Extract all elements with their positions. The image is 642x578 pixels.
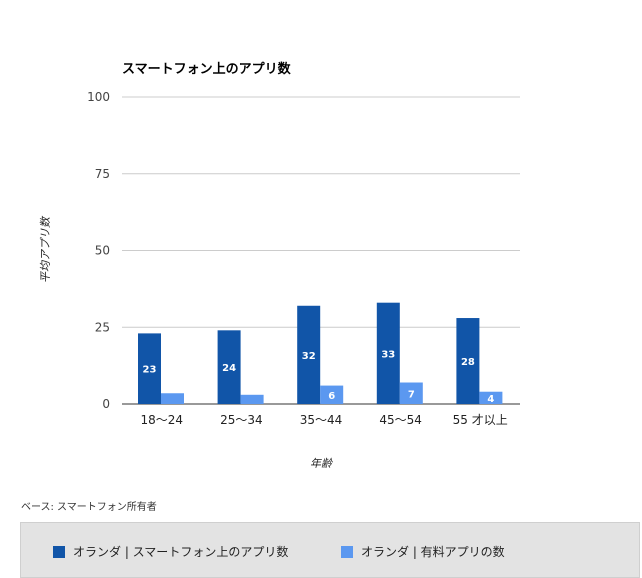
y-tick-label: 25 — [95, 320, 110, 334]
chart-area: スマートフォン上のアプリ数 0 25 50 75 100 23 18〜24 24 25〜34 32… — [39, 61, 520, 470]
x-tick-label: 55 才以上 — [453, 413, 508, 427]
data-label: 4 — [487, 394, 494, 405]
bar — [320, 385, 344, 404]
x-tick-label: 18〜24 — [141, 413, 184, 427]
data-label: 23 — [143, 365, 157, 376]
base-note: ベース: スマートフォン所有者 — [21, 502, 157, 513]
bar — [456, 318, 480, 404]
x-tick-label: 45〜54 — [379, 413, 422, 427]
bar — [376, 302, 400, 404]
data-label: 33 — [381, 349, 395, 360]
legend: オランダ | スマートフォン上のアプリ数 オランダ | 有料アプリの数 — [20, 522, 640, 578]
bar — [138, 333, 161, 404]
data-label: 32 — [302, 351, 316, 362]
legend-item-apps: オランダ | スマートフォン上のアプリ数 — [53, 543, 288, 560]
data-label: 24 — [222, 363, 236, 374]
data-label: 6 — [328, 391, 335, 402]
bar — [217, 330, 241, 404]
y-tick-label: 75 — [95, 167, 110, 181]
y-tick-label: 50 — [95, 244, 110, 258]
data-label: 7 — [408, 389, 415, 400]
x-axis-title: 年齢 — [310, 457, 333, 470]
x-tick-label: 35〜44 — [300, 413, 343, 427]
y-tick-label: 100 — [87, 90, 110, 104]
data-label: 28 — [461, 357, 475, 368]
legend-swatch — [53, 545, 65, 558]
bars — [138, 302, 503, 404]
legend-label: オランダ | 有料アプリの数 — [361, 545, 505, 559]
bar — [479, 391, 503, 404]
y-tick-label: 0 — [102, 397, 110, 411]
legend-item-paid-apps: オランダ | 有料アプリの数 — [341, 543, 505, 560]
bar — [240, 394, 264, 404]
bar — [297, 305, 321, 404]
chart-title: スマートフォン上のアプリ数 — [122, 61, 292, 77]
x-tick-label: 25〜34 — [220, 413, 263, 427]
bar — [161, 393, 184, 404]
labels: 0 25 50 75 100 23 18〜24 24 25〜34 32 6 35〜44 33 7 45〜54… — [87, 90, 508, 427]
legend-label: オランダ | スマートフォン上のアプリ数 — [73, 545, 289, 559]
legend-swatch — [341, 545, 353, 558]
bar — [399, 382, 423, 404]
y-axis-title: 平均アプリ数 — [39, 215, 52, 283]
